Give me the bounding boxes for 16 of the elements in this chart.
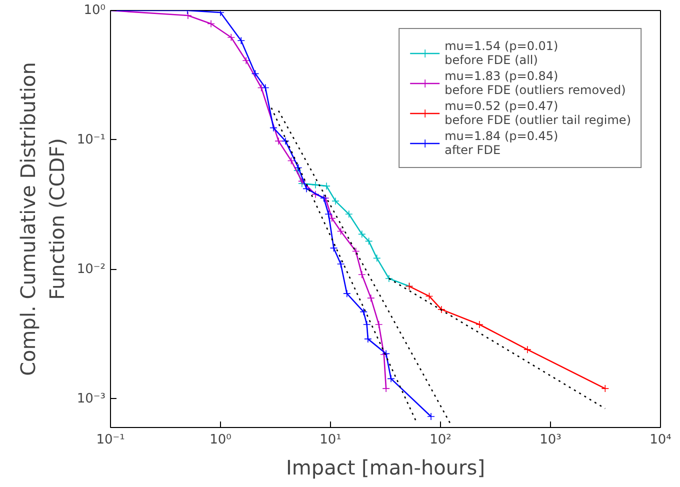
- x-tick-label: 10³: [540, 432, 562, 448]
- x-axis-title: Impact [man-hours]: [286, 456, 486, 480]
- x-tick-label: 10²: [430, 432, 452, 448]
- x-tick-label: 10⁰: [210, 432, 232, 448]
- y-tick-label: 10⁻²: [76, 262, 106, 277]
- x-tick-label: 10¹: [320, 432, 342, 448]
- legend-label: mu=1.54 (p=0.01) before FDE (all): [444, 39, 558, 67]
- y-tick-label: 10⁰: [84, 3, 106, 18]
- x-tick-label: 10⁴: [650, 432, 672, 448]
- x-tick-label: 10⁻¹: [96, 432, 125, 448]
- y-tick-label: 10⁻¹: [76, 132, 106, 148]
- legend-label: mu=0.52 (p=0.47) before FDE (outlier tail regime): [444, 99, 631, 127]
- y-axis-title: Compl. Cumulative Distribution Function (CCDF): [16, 62, 69, 376]
- legend-label: mu=1.84 (p=0.45) after FDE: [444, 129, 558, 157]
- legend-label: mu=1.83 (p=0.84) before FDE (outliers removed): [444, 69, 626, 97]
- y-tick-label: 10⁻³: [76, 391, 106, 406]
